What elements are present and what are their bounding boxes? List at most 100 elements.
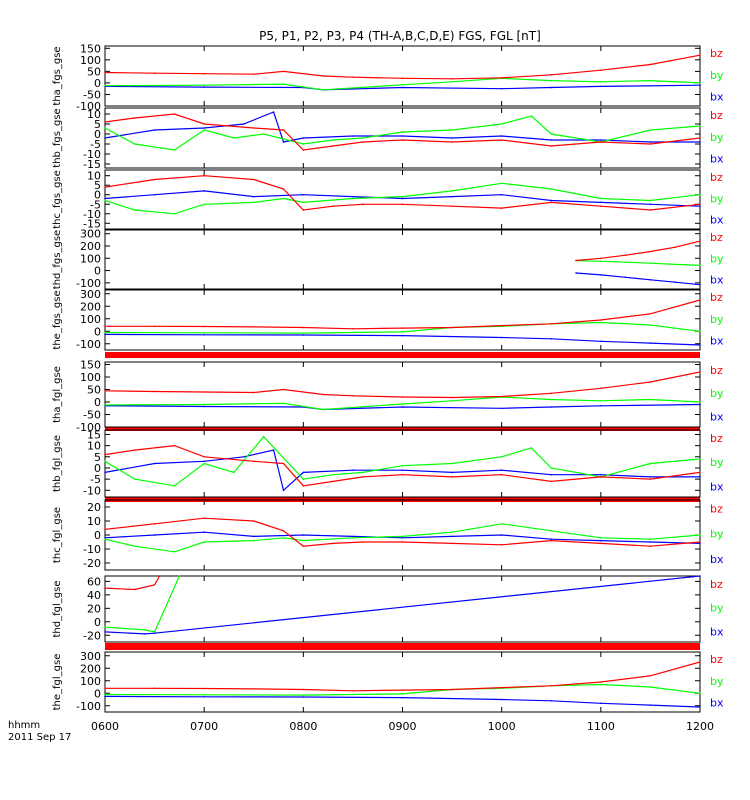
data-point-by [649,324,652,326]
y-tick-label: 100 [80,313,101,326]
data-point-by [649,129,652,131]
panel-frame [104,429,701,498]
data-point-bz [699,371,701,373]
series-bz-line [104,444,701,487]
data-point-by [500,182,503,185]
data-point-by [401,331,404,333]
data-point-by [362,137,364,139]
data-point-by [104,693,106,696]
data-point-bx [699,706,701,708]
data-point-bz [203,517,205,519]
data-point-bx [674,281,677,284]
y-tick-label: -10 [83,148,101,161]
data-point-bz [252,326,255,328]
data-point-bx [451,195,453,198]
data-point-bz [352,327,354,330]
y-tick-label: 0 [94,396,101,409]
data-point-bz [332,145,334,147]
data-point-bz [104,687,106,690]
data-point-bz [104,587,106,589]
legend-by: by [710,69,724,82]
y-tick-label: 20 [87,602,101,615]
data-point-by [500,456,503,458]
data-point-by [550,79,553,82]
data-point-bz [173,444,176,447]
data-point-by [500,523,503,525]
data-point-bz [104,528,106,531]
legend-bx: bx [710,214,724,227]
data-point-bz [252,127,255,129]
data-point-bx [451,137,453,139]
data-point-by [451,190,453,192]
data-point-bz [699,471,701,474]
data-point-by [600,321,602,324]
data-point-bz [500,207,503,209]
data-point-by [600,537,602,539]
legend-bz: bz [710,171,723,184]
data-point-by [282,402,285,405]
data-point-bz [302,209,305,211]
data-point-by [173,551,176,553]
data-point-by [550,467,553,469]
data-point-bz [401,77,404,80]
data-point-bx [203,333,205,336]
data-point-bz [649,250,652,253]
y-axis-label: the_fgl_gse [52,654,63,711]
data-point-bx [500,698,503,701]
x-tick-label: 0900 [389,720,417,733]
data-point-bz [600,141,602,143]
data-point-bz [699,54,701,57]
data-point-bz [451,77,453,80]
data-point-bx [153,193,156,196]
data-point-by [600,683,602,686]
data-point-bx [550,538,553,540]
data-point-bz [332,205,334,207]
data-point-bz [550,322,553,325]
y-tick-label: 20 [87,501,101,514]
data-point-bx [500,193,503,196]
data-point-bz [550,392,553,395]
y-tick-label: -10 [83,208,101,221]
data-point-bx [649,203,652,206]
data-point-by [401,535,404,538]
data-point-by [649,79,652,82]
data-point-bx [203,127,205,129]
legend-bx: bx [710,696,724,709]
data-point-bx [500,336,503,339]
y-tick-label: -100 [76,100,101,113]
chart-title: P5, P1, P2, P3, P4 (TH-A,B,C,D,E) FGS, F… [259,29,541,43]
y-tick-label: 50 [87,65,101,78]
data-point-by [530,447,533,449]
data-point-bx [243,456,245,458]
series-bz-line [104,575,161,591]
data-point-bz [600,319,602,321]
data-point-by [600,197,602,200]
data-point-by [699,401,701,403]
y-tick-label: 0 [94,687,101,700]
data-point-bz [352,76,354,78]
data-point-bz [362,476,364,478]
x-axis-label-line1: hhmm [8,720,40,731]
y-tick-label: 0 [94,529,101,542]
y-tick-label: 0 [94,616,101,629]
data-point-bx [143,633,146,635]
data-point-by [699,193,701,196]
data-point-bx [203,695,205,698]
data-point-bx [600,85,602,88]
data-point-bz [252,460,255,463]
data-point-bx [243,123,245,125]
data-point-bx [203,190,205,192]
data-point-bz [500,473,503,476]
data-point-by [649,462,652,465]
data-point-bx [272,449,275,451]
y-tick-label: 200 [80,300,101,313]
y-tick-label: -100 [76,338,101,351]
data-point-by [401,195,404,198]
data-point-bx [203,405,205,408]
data-point-bz [352,689,354,692]
data-point-bx [302,193,305,196]
data-point-by [203,129,205,131]
legend-by: by [710,456,724,469]
